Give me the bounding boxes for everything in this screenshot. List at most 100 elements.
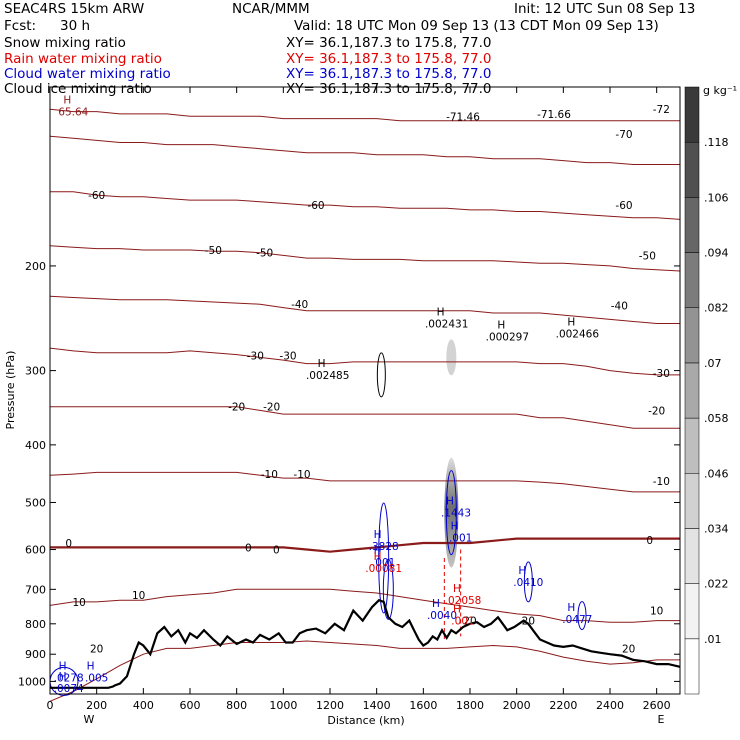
maximum-marker: H xyxy=(453,604,461,616)
contour-label: -50 xyxy=(205,245,222,257)
cloud-water-contour xyxy=(523,561,533,603)
field-xy-rain: XY= 36.1,187.3 to 175.8, 77.0 xyxy=(286,51,492,67)
contour-label: -30 xyxy=(653,368,670,380)
contour-label: 10 xyxy=(72,597,85,609)
maximum-marker: H xyxy=(567,602,575,614)
x-tick-label: 800 xyxy=(226,699,247,712)
west-label: W xyxy=(84,713,95,726)
maximum-marker: H xyxy=(518,565,526,577)
cloud-water-contour xyxy=(577,601,587,631)
maximum-label: .0040 xyxy=(427,610,457,622)
maximum-label: .002431 xyxy=(425,319,468,331)
terrain-profile xyxy=(50,598,681,689)
maximum-marker: H xyxy=(87,661,95,673)
y-tick-label: 300 xyxy=(25,365,46,378)
maximum-label: .002485 xyxy=(306,370,349,382)
maximum-label: 65.64 xyxy=(58,107,88,119)
x-tick-label: 1200 xyxy=(316,699,344,712)
temperature-contours xyxy=(49,108,681,702)
plot-frame xyxy=(49,86,681,695)
contour-label: 20 xyxy=(622,643,635,655)
maximum-marker: H xyxy=(59,661,67,673)
maximum-label: .0477 xyxy=(562,614,592,626)
field-xy-snow: XY= 36.1,187.3 to 175.8, 77.0 xyxy=(286,35,492,51)
contour-label: 10 xyxy=(650,606,663,618)
y-tick-label: 1000 xyxy=(18,675,46,688)
contour-label: 20 xyxy=(522,616,535,628)
colorbar: .01 .022 .034 .046 .058 .07 .082 .094 .106 .118 xyxy=(684,86,729,695)
isotherm-line xyxy=(49,588,680,623)
isotherm-line xyxy=(49,245,681,272)
contour-label: -50 xyxy=(639,250,656,262)
field-label-cloud-water: Cloud water mixing ratio xyxy=(4,66,171,82)
cloud-water-contour xyxy=(378,502,390,614)
contour-label: -30 xyxy=(279,351,296,363)
x-tick-label: 1000 xyxy=(269,699,297,712)
contour-label: -60 xyxy=(615,200,632,212)
y-tick-label: 500 xyxy=(25,496,46,509)
maximum-marker: H xyxy=(451,521,459,533)
field-label-rain: Rain water mixing ratio xyxy=(4,51,162,67)
contour-label: -60 xyxy=(88,190,105,202)
maximum-marker: H xyxy=(437,307,445,319)
isotherm-line xyxy=(49,135,680,165)
contour-label: 0 xyxy=(273,545,280,557)
header: SEAC4RS 15km ARW NCAR/MMM Init: 12 UTC S… xyxy=(4,1,695,97)
contour-label: -40 xyxy=(291,299,308,311)
x-tick-label: 200 xyxy=(86,699,107,712)
x-tick-label: 1400 xyxy=(363,699,391,712)
x-tick-label: 1600 xyxy=(409,699,437,712)
maximum-label: .0278 xyxy=(54,673,84,685)
isotherm-line xyxy=(49,108,680,122)
maximum-label: .3828 xyxy=(369,541,399,553)
colorbar-level-label: .07 xyxy=(704,357,722,370)
x-axis-title: Distance (km) xyxy=(327,714,404,727)
terrain-line xyxy=(50,598,681,689)
maximum-marker: H xyxy=(63,95,71,107)
isotherm-line xyxy=(49,471,680,493)
forecast-label: Fcst: xyxy=(4,18,36,34)
colorbar-level-label: .058 xyxy=(704,412,729,425)
maximum-marker: H xyxy=(453,583,461,595)
isotherm-line xyxy=(49,295,680,324)
x-tick-label: 400 xyxy=(133,699,154,712)
maximum-marker: H xyxy=(497,320,505,332)
org-label: NCAR/MMM xyxy=(232,1,310,17)
contour-label: -60 xyxy=(307,200,324,212)
maximum-marker: H xyxy=(374,529,382,541)
colorbar-level-label: .106 xyxy=(704,191,729,204)
maximum-label: .002466 xyxy=(556,329,600,341)
contour-label: 20 xyxy=(90,643,103,655)
x-tick-label: 600 xyxy=(180,699,201,712)
y-tick-label: 800 xyxy=(25,618,46,631)
axes: 0 200 400 600 800 1000 1200 1400 1600 1800 2000 220… xyxy=(18,87,680,712)
x-tick-label: 2600 xyxy=(643,699,671,712)
maximum-label: .02058 xyxy=(445,595,482,607)
field-xy-cloud-water: XY= 36.1,187.3 to 175.8, 77.0 xyxy=(286,66,492,82)
maximum-marker: H xyxy=(446,496,454,508)
y-axis-title: Pressure (hPa) xyxy=(4,351,17,430)
x-tick-label: 0 xyxy=(47,699,54,712)
contour-label: 0 xyxy=(245,542,252,554)
field-xy-cloud-ice: XY= 36.1,187.3 to 175.8, 77.0 xyxy=(286,81,492,97)
y-tick-label: 900 xyxy=(25,648,46,661)
contour-label: -20 xyxy=(263,402,280,414)
contour-label: -50 xyxy=(256,248,273,260)
field-label-snow: Snow mixing ratio xyxy=(4,35,126,51)
contour-label: -20 xyxy=(228,402,245,414)
contour-label: 10 xyxy=(132,590,145,602)
colorbar-swatch xyxy=(684,638,700,695)
model-title: SEAC4RS 15km ARW xyxy=(4,1,144,17)
contour-label: -10 xyxy=(261,469,278,481)
colorbar-swatch xyxy=(684,528,700,584)
contour-label: -10 xyxy=(293,469,310,481)
y-tick-label: 700 xyxy=(25,583,46,596)
hydrometeor-contours xyxy=(49,352,587,696)
colorbar-swatch xyxy=(684,417,700,474)
colorbar-swatch xyxy=(684,141,700,198)
maximum-marker: H xyxy=(432,598,440,610)
colorbar-unit: g kg⁻¹ xyxy=(703,84,737,97)
maximum-label: .001 xyxy=(449,533,472,545)
init-time: Init: 12 UTC Sun 08 Sep 13 xyxy=(514,1,695,17)
colorbar-swatch xyxy=(684,473,700,529)
